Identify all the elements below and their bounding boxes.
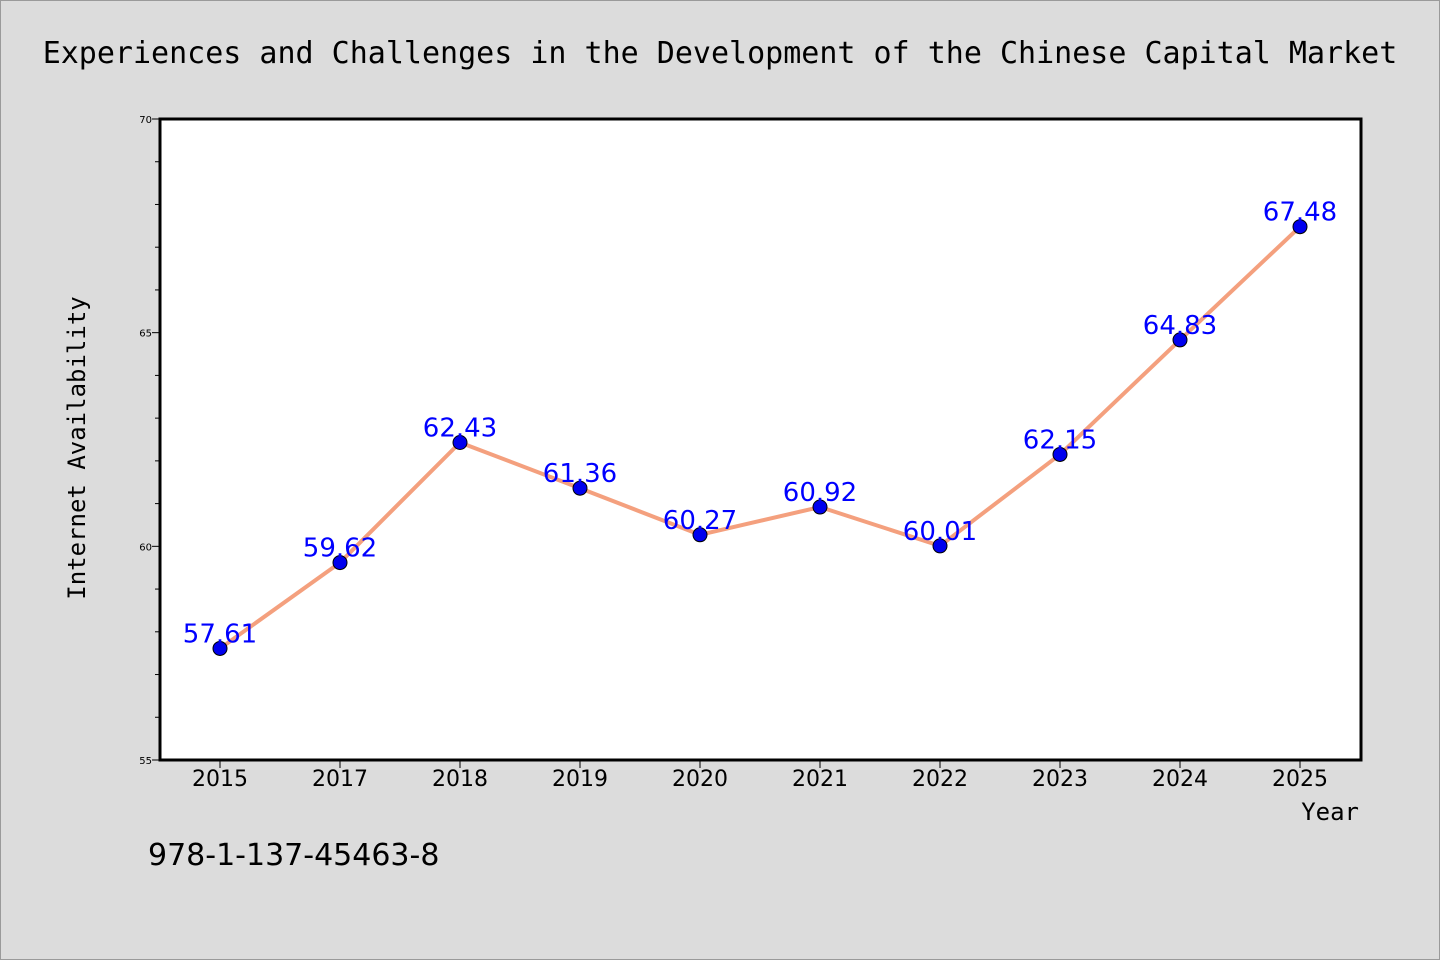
series-markers	[212, 219, 1308, 656]
y-tick-label: 60	[139, 542, 152, 553]
y-tick-label: 55	[139, 756, 152, 767]
data-label: 67.48	[1263, 198, 1337, 228]
y-axis-label: Internet Availability	[63, 296, 91, 599]
isbn-text: 978-1-137-45463-8	[148, 838, 439, 873]
data-point-marker	[812, 499, 828, 515]
x-tick-label: 2017	[312, 767, 368, 792]
y-axis: 55 60 65 70	[139, 115, 160, 767]
data-point-marker	[1052, 446, 1068, 462]
x-tick-label: 2015	[192, 767, 248, 792]
x-tick-label: 2020	[672, 767, 728, 792]
x-tick-label: 2019	[552, 767, 608, 792]
y-tick-label: 65	[139, 329, 152, 340]
x-axis: 2015 2017 2018 2019 2020 2021 2022 2023 2024 2025	[192, 760, 1328, 792]
data-label: 60.27	[663, 506, 737, 536]
x-axis-label: Year	[1301, 798, 1359, 826]
series-line	[218, 225, 1302, 651]
data-point-marker	[1292, 219, 1308, 235]
data-point-marker	[452, 434, 468, 450]
data-point-marker	[932, 538, 948, 554]
data-label: 62.15	[1023, 425, 1097, 455]
x-tick-label: 2025	[1272, 767, 1328, 792]
y-tick-label: 70	[139, 115, 152, 126]
data-point-marker	[692, 527, 708, 543]
data-point-marker	[1172, 332, 1188, 348]
chart-title: Experiences and Challenges in the Develo…	[43, 36, 1398, 71]
plot-area	[158, 117, 1363, 762]
data-label: 62.43	[423, 413, 497, 443]
x-tick-label: 2018	[432, 767, 488, 792]
data-point-marker	[212, 640, 228, 656]
data-label: 59.62	[303, 534, 377, 564]
x-tick-label: 2022	[912, 767, 968, 792]
data-point-marker	[332, 555, 348, 571]
data-label: 61.36	[543, 459, 617, 489]
data-labels: 57.61 59.62 62.43 61.36 60.27 60.92 60.01 62.15…	[183, 198, 1337, 650]
data-label: 60.92	[783, 478, 857, 508]
data-label: 64.83	[1143, 311, 1217, 341]
x-tick-label: 2023	[1032, 767, 1088, 792]
data-point-marker	[572, 480, 588, 496]
data-label: 57.61	[183, 619, 257, 649]
data-label: 60.01	[903, 517, 977, 547]
x-tick-label: 2021	[792, 767, 848, 792]
x-tick-label: 2024	[1152, 767, 1208, 792]
